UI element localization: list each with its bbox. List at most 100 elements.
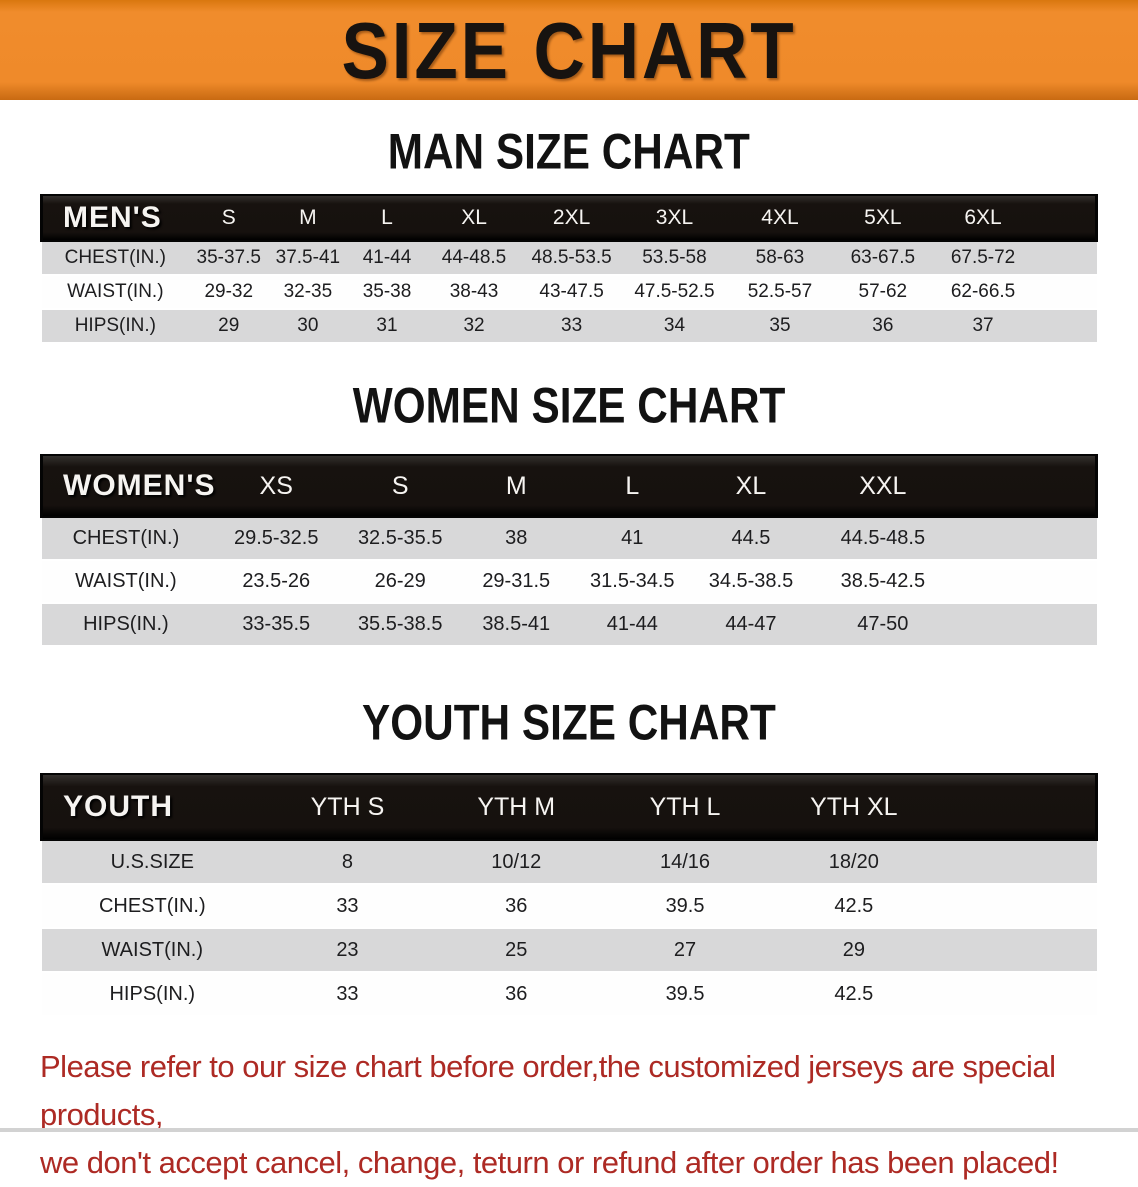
size-value-cell: 29 [842, 938, 865, 961]
mens-size-table: MEN'S S M L XL 2XL 3XL 4XL 5XL 6XL CHEST(IN.) 35-37… [40, 194, 1099, 344]
youth-section-heading: YOUTH SIZE CHART [0, 694, 1138, 750]
size-value-cell: 35.5-38.5 [357, 613, 443, 635]
size-value-cell: 34.5-38.5 [708, 570, 794, 592]
size-column-header: XL [690, 454, 812, 518]
youth-size-section: YOUTH SIZE CHART YOUTH YTH S YTH M YTH L YTH… [0, 694, 1138, 1017]
size-value-cell: 29-31.5 [482, 570, 551, 592]
measurement-row-label: WAIST(IN.) [101, 938, 203, 961]
size-value-cell: 44.5 [731, 527, 771, 549]
mens-size-section: MAN SIZE CHART MEN'S S M L XL 2XL 3XL 4XL 5XL 6XL… [0, 122, 1138, 344]
youth-table-wrap: YOUTH YTH S YTH M YTH L YTH XL U.S.SIZE 8 10/12… [40, 773, 1099, 1017]
size-value-cell: 33 [336, 894, 359, 917]
size-value-cell: 31.5-34.5 [590, 570, 675, 592]
size-column-header: XL [426, 194, 522, 242]
spacer-cell [938, 840, 1096, 884]
bottom-edge-strip [0, 1128, 1138, 1132]
measurement-row-label: HIPS(IN.) [109, 982, 196, 1005]
size-value-cell: 32.5-35.5 [357, 527, 443, 549]
size-table-header-row: YOUTH YTH S YTH M YTH L YTH XL [40, 773, 1099, 841]
size-value-cell: 67.5-72 [950, 247, 1016, 268]
size-column-header: 6XL [932, 194, 1034, 242]
measurement-row: CHEST(IN.) 33 36 39.5 42.5 [41, 884, 1097, 928]
measurement-row-label: CHEST(IN.) [72, 527, 180, 549]
size-value-cell: 57-62 [858, 281, 908, 302]
order-disclaimer: Please refer to our size chart before or… [40, 1043, 1098, 1187]
size-value-cell: 38.5-41 [482, 613, 551, 635]
size-value-cell: 33-35.5 [242, 613, 311, 635]
size-value-cell: 42.5 [834, 982, 874, 1005]
spacer-cell [954, 560, 1096, 603]
size-value-cell: 52.5-57 [747, 281, 813, 302]
youth-size-table: YOUTH YTH S YTH M YTH L YTH XL U.S.SIZE 8 10/12… [40, 773, 1099, 1017]
size-value-cell: 47-50 [857, 613, 909, 635]
womens-size-table: WOMEN'S XS S M L XL XXL CHEST(IN.) 29.5-32.5 32.5… [40, 454, 1099, 647]
size-value-cell: 39.5 [665, 982, 705, 1005]
size-value-cell: 63-67.5 [850, 247, 916, 268]
measurement-row: WAIST(IN.) 23 25 27 29 [41, 928, 1097, 972]
size-column-header: L [574, 454, 691, 518]
spacer-cell [954, 454, 1099, 518]
mens-table-wrap: MEN'S S M L XL 2XL 3XL 4XL 5XL 6XL CHEST(IN.) 35-37… [40, 194, 1099, 344]
size-column-header: 5XL [832, 194, 933, 242]
banner-title: SIZE CHART [341, 5, 797, 95]
measurement-row: CHEST(IN.) 35-37.5 37.5-41 41-44 44-48.5 48.5… [41, 241, 1097, 275]
size-chart-banner: SIZE CHART [0, 0, 1138, 100]
size-value-cell: 37.5-41 [275, 247, 341, 268]
spacer-cell [1033, 275, 1096, 309]
size-value-cell: 53.5-58 [642, 247, 707, 268]
size-value-cell: 38-43 [449, 281, 499, 302]
size-column-header: XS [210, 454, 343, 518]
size-value-cell: 25 [505, 938, 528, 961]
size-value-cell: 48.5-53.5 [531, 247, 612, 268]
spacer-cell [938, 884, 1096, 928]
size-value-cell: 29.5-32.5 [233, 527, 319, 549]
size-column-header: S [189, 194, 269, 242]
measurement-row: HIPS(IN.) 33-35.5 35.5-38.5 38.5-41 41-44 44-… [41, 603, 1097, 646]
size-value-cell: 18/20 [828, 850, 879, 873]
size-column-header: S [342, 454, 459, 518]
size-column-header: YTH L [600, 773, 770, 841]
womens-size-section: WOMEN SIZE CHART WOMEN'S XS S M L XL XXL CHEST(… [0, 376, 1138, 647]
measurement-row-label: HIPS(IN.) [74, 315, 156, 336]
size-value-cell: 23.5-26 [242, 570, 311, 592]
size-column-header: 2XL [521, 194, 622, 242]
size-column-header: XXL [811, 454, 955, 518]
spacer-cell [1033, 241, 1096, 275]
size-value-cell: 58-63 [755, 247, 805, 268]
size-value-cell: 29-32 [204, 281, 254, 302]
size-column-header: YTH XL [769, 773, 939, 841]
size-value-cell: 33 [561, 315, 583, 336]
spacer-cell [954, 603, 1096, 646]
size-value-cell: 38.5-42.5 [840, 570, 926, 592]
size-column-header: 4XL [727, 194, 833, 242]
spacer-cell [938, 972, 1096, 1016]
size-table-header-row: MEN'S S M L XL 2XL 3XL 4XL 5XL 6XL [40, 194, 1099, 242]
size-value-cell: 44.5-48.5 [840, 527, 926, 549]
table-group-label: YOUTH [40, 773, 264, 841]
size-value-cell: 47.5-52.5 [634, 281, 715, 302]
mens-section-heading-text: MAN SIZE CHART [387, 122, 751, 180]
spacer-cell [1033, 194, 1099, 242]
size-value-cell: 30 [297, 315, 319, 336]
table-group-label: MEN'S [40, 194, 190, 242]
spacer-cell [954, 517, 1096, 560]
measurement-row: WAIST(IN.) 29-32 32-35 35-38 38-43 43-47.5 47.… [41, 275, 1097, 309]
spacer-cell [938, 928, 1096, 972]
measurement-row-label: CHEST(IN.) [64, 247, 166, 268]
size-column-header: 3XL [621, 194, 728, 242]
size-value-cell: 35 [769, 315, 791, 336]
spacer-cell [1033, 309, 1096, 343]
measurement-row: HIPS(IN.) 33 36 39.5 42.5 [41, 972, 1097, 1016]
womens-section-heading-text: WOMEN SIZE CHART [352, 376, 786, 434]
size-value-cell: 44-48.5 [441, 247, 507, 268]
size-column-header: YTH S [263, 773, 432, 841]
size-value-cell: 33 [336, 982, 359, 1005]
size-value-cell: 36 [872, 315, 894, 336]
measurement-row-label: U.S.SIZE [110, 850, 194, 873]
size-column-header: M [268, 194, 348, 242]
size-value-cell: 31 [376, 315, 398, 336]
size-value-cell: 43-47.5 [539, 281, 604, 302]
size-value-cell: 10/12 [491, 850, 542, 873]
size-value-cell: 14/16 [660, 850, 711, 873]
size-column-header: YTH M [431, 773, 601, 841]
